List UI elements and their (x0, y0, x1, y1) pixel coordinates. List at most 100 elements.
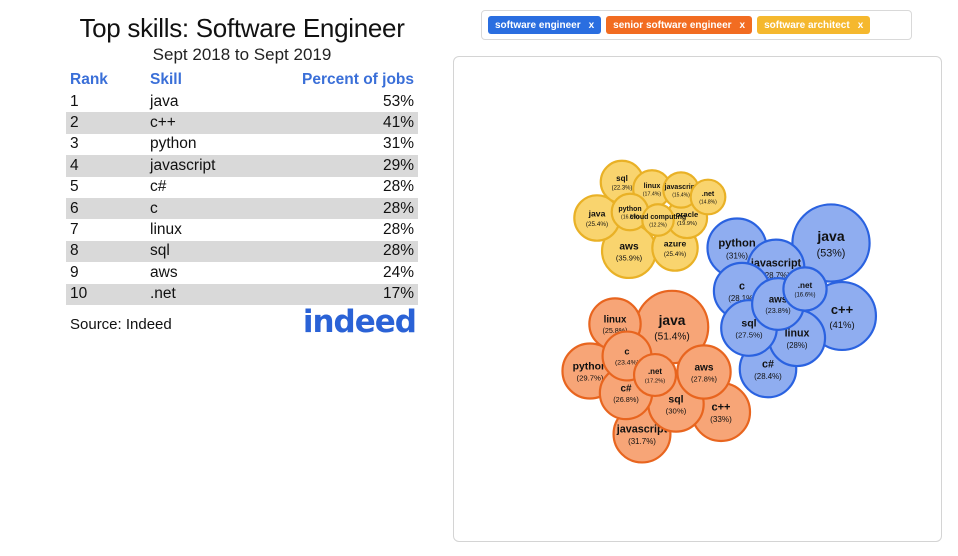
bubble-percent-label: (25.4%) (664, 251, 686, 258)
rank-cell: 9 (70, 263, 79, 281)
table-row: 7 linux 28% (66, 219, 418, 240)
bubble[interactable] (632, 352, 678, 398)
table-header-row: Rank Skill Percent of jobs (66, 69, 418, 91)
bubble-percent-label: (12.2%) (649, 222, 667, 228)
bubble[interactable] (782, 266, 828, 312)
remove-filter-button[interactable]: x (857, 19, 864, 31)
skill-cell: c++ (146, 112, 266, 134)
bubble-percent-label: (16.6%) (794, 293, 815, 299)
remove-filter-button[interactable]: x (588, 19, 595, 31)
table-row: 2 c++ 41% (66, 112, 418, 134)
bubble-percent-label: (17.2%) (645, 378, 666, 384)
table-row: 1 java 53% (66, 91, 418, 112)
bubble-percent-label: (33%) (710, 415, 732, 424)
bubble-percent-label: (26.8%) (613, 395, 639, 404)
percent-cell: 31% (382, 135, 414, 153)
bubble-percent-label: (27.5%) (735, 331, 763, 340)
bubble-skill-label: java (588, 209, 606, 219)
percent-cell: 24% (382, 263, 414, 281)
rank-cell: 2 (66, 112, 146, 134)
rank-cell: 7 (70, 221, 79, 239)
bubble-skill-label: sql (616, 174, 628, 183)
bubble-percent-label: (29.7%) (577, 374, 604, 383)
bubble-skill-label: c++ (712, 401, 731, 413)
rank-cell: 4 (66, 155, 146, 177)
bubble-percent-label: (14.8%) (699, 199, 717, 205)
bubble-skill-label: azure (664, 239, 687, 249)
series-group: aws(35.9%) java (25.4%) azure (25.4%) sql (22.… (573, 159, 727, 280)
percent-cell: 29% (266, 155, 418, 177)
bubble-percent-label: (25.8%) (602, 327, 627, 335)
table-row: 4 javascript 29% (66, 155, 418, 177)
table-row: 8 sql 28% (66, 240, 418, 263)
bubble-skill-label: .net (798, 281, 813, 290)
skill-cell: aws (150, 263, 178, 281)
bubble-skill-label: c# (620, 384, 632, 395)
percent-cell: 28% (266, 197, 418, 220)
skills-panel: Top skills: Software Engineer Sept 2018 … (66, 12, 418, 340)
bubble-percent-label: (28%) (787, 341, 808, 350)
filter-tag-label: software engineer (495, 19, 581, 31)
rank-cell: 1 (70, 92, 79, 110)
table-row: 5 c# 28% (66, 177, 418, 198)
rank-cell: 8 (66, 240, 146, 263)
bubble-skill-label: linux (785, 327, 810, 339)
skills-table: Rank Skill Percent of jobs 1 java 53% 2 c++ 4… (66, 69, 418, 305)
skill-cell: c# (150, 178, 167, 196)
rank-header: Rank (70, 71, 108, 88)
filter-tag: senior software engineer x (606, 16, 753, 34)
bubble-skill-label: oracle (676, 210, 698, 219)
bubble-percent-label: (53%) (817, 248, 846, 260)
bubble[interactable] (641, 203, 675, 237)
bubble-skill-label: c (739, 280, 745, 292)
bubble-percent-label: (27.8%) (691, 374, 718, 383)
bubble-percent-label: (23.4%) (615, 360, 639, 367)
bubble-skill-label: c++ (831, 302, 853, 317)
bubble-percent-label: (22.3%) (612, 185, 633, 191)
remove-filter-button[interactable]: x (739, 19, 746, 31)
skill-cell: javascript (146, 155, 266, 177)
bubble-percent-label: (16.5%) (621, 214, 639, 220)
bubble[interactable] (791, 203, 871, 283)
percent-cell: 41% (266, 112, 418, 134)
percent-cell: 28% (382, 221, 414, 239)
bubble-percent-label: (30%) (666, 407, 687, 416)
bubble-percent-label: (25.4%) (586, 221, 608, 228)
source-note: Source: Indeed (70, 316, 172, 333)
bubble-percent-label: (28.1%) (728, 294, 756, 303)
bubble-skill-label: sql (741, 317, 756, 329)
rank-cell: 6 (66, 197, 146, 220)
bubble-percent-label: (31%) (726, 251, 748, 260)
bubble-skill-label: java (816, 228, 844, 244)
percent-cell: 17% (266, 283, 418, 305)
bubble-skill-label: aws (694, 363, 713, 374)
bubble[interactable] (689, 178, 727, 216)
indeed-logo: indeed (302, 304, 417, 340)
rank-cell: 3 (70, 135, 79, 153)
bubble[interactable] (676, 344, 732, 400)
bubble-skill-label: c (624, 347, 629, 357)
percent-cell: 28% (382, 178, 414, 196)
page-title: Top skills: Software Engineer (79, 13, 405, 43)
bubble-skill-label: .net (648, 367, 662, 376)
bubble-skill-label: javascript (750, 257, 802, 269)
skill-cell: c (146, 197, 266, 220)
bubble-skill-label: aws (619, 241, 639, 252)
skill-cell: sql (146, 240, 266, 263)
bubble-percent-label: (35.9%) (616, 253, 643, 262)
bubble-skill-label: linux (644, 182, 661, 190)
bubble-skill-label: python (573, 361, 608, 372)
filter-tag: software architect x (757, 16, 871, 34)
date-range-subtitle: Sept 2018 to Sept 2019 (152, 45, 332, 64)
filter-tag-bar: software engineer x senior software engine… (481, 10, 912, 40)
percent-header: Percent of jobs (302, 71, 414, 88)
bubble-percent-label: (28.4%) (754, 372, 782, 381)
bubble-percent-label: (31.7%) (628, 437, 656, 446)
skills-table-body: 1 java 53% 2 c++ 41% 3 python 31% 4 javascript 29% 5… (66, 91, 418, 305)
filter-tag-label: software architect (764, 19, 850, 31)
bubble-skill-label: java (658, 313, 686, 328)
bubble-percent-label: (41%) (829, 320, 854, 331)
bubble-percent-label: (51.4%) (654, 332, 689, 343)
table-row: 10 .net 17% (66, 283, 418, 305)
